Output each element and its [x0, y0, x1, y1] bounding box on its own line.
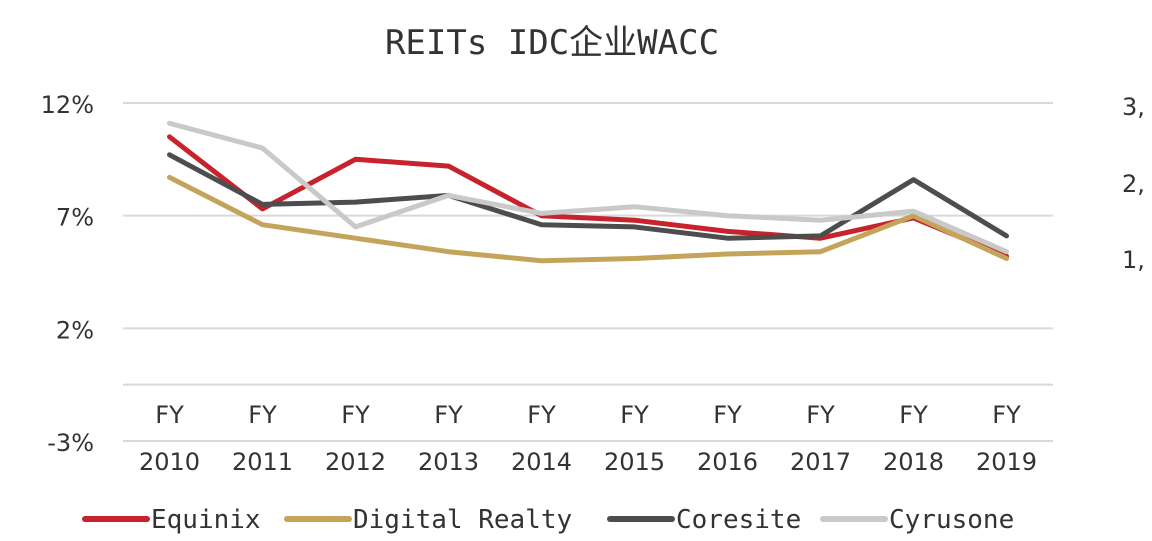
y-tick-label: 12%	[41, 91, 94, 119]
x-tick-label-line1: FY	[155, 401, 184, 429]
series-line-digital-realty	[167, 174, 1009, 264]
x-axis-tick-labels: FY 2010 FY 2011 FY 2012 FY 2013 FY 2014 FY 2015 FY 20…	[139, 401, 1037, 476]
gridlines	[123, 102, 1053, 442]
y-tick-label: -3%	[47, 429, 94, 457]
legend-label: Equinix	[151, 505, 261, 535]
x-tick-label-line1: FY	[248, 401, 277, 429]
series-lines	[167, 120, 1009, 264]
x-tick-label-line2: 2015	[604, 448, 665, 476]
x-tick-label-line2: 2019	[976, 448, 1037, 476]
x-tick-label-line1: FY	[527, 401, 556, 429]
series-line-coresite	[167, 152, 1009, 241]
y-tick-label: 7%	[56, 204, 94, 232]
x-tick-label-line2: 2013	[418, 448, 479, 476]
x-tick-label-line2: 2011	[232, 448, 293, 476]
x-tick-label-line1: FY	[992, 401, 1021, 429]
y2-tick-label: 1,	[1122, 246, 1145, 274]
y2-tick-label: 3,	[1122, 93, 1145, 121]
x-tick-label-line1: FY	[620, 401, 649, 429]
legend-label: Cyrusone	[889, 505, 1014, 535]
x-tick-label-line2: 2016	[697, 448, 758, 476]
x-tick-label-line2: 2017	[790, 448, 851, 476]
secondary-y-axis-tick-labels: 3, 2, 1,	[1122, 93, 1145, 274]
x-tick-label-line2: 2012	[325, 448, 386, 476]
x-tick-label-line1: FY	[899, 401, 928, 429]
y-axis-tick-labels: 12% 7% 2% -3%	[41, 91, 94, 457]
legend-label: Digital Realty	[353, 505, 572, 535]
x-tick-label-line1: FY	[713, 401, 742, 429]
x-tick-label-line1: FY	[806, 401, 835, 429]
x-tick-label-line2: 2014	[511, 448, 572, 476]
x-tick-label-line1: FY	[341, 401, 370, 429]
y-tick-label: 2%	[56, 316, 94, 344]
legend-label: Coresite	[676, 505, 801, 535]
legend: Equinix Digital Realty Coresite Cyrusone	[82, 505, 1014, 535]
x-tick-label-line2: 2018	[883, 448, 944, 476]
chart-title: REITs IDC企业WACC	[385, 23, 719, 63]
series-line-cyrusone	[167, 120, 1009, 255]
x-tick-label-line2: 2010	[139, 448, 200, 476]
series-line-equinix	[167, 134, 1009, 259]
x-tick-label-line1: FY	[434, 401, 463, 429]
y2-tick-label: 2,	[1122, 170, 1145, 198]
